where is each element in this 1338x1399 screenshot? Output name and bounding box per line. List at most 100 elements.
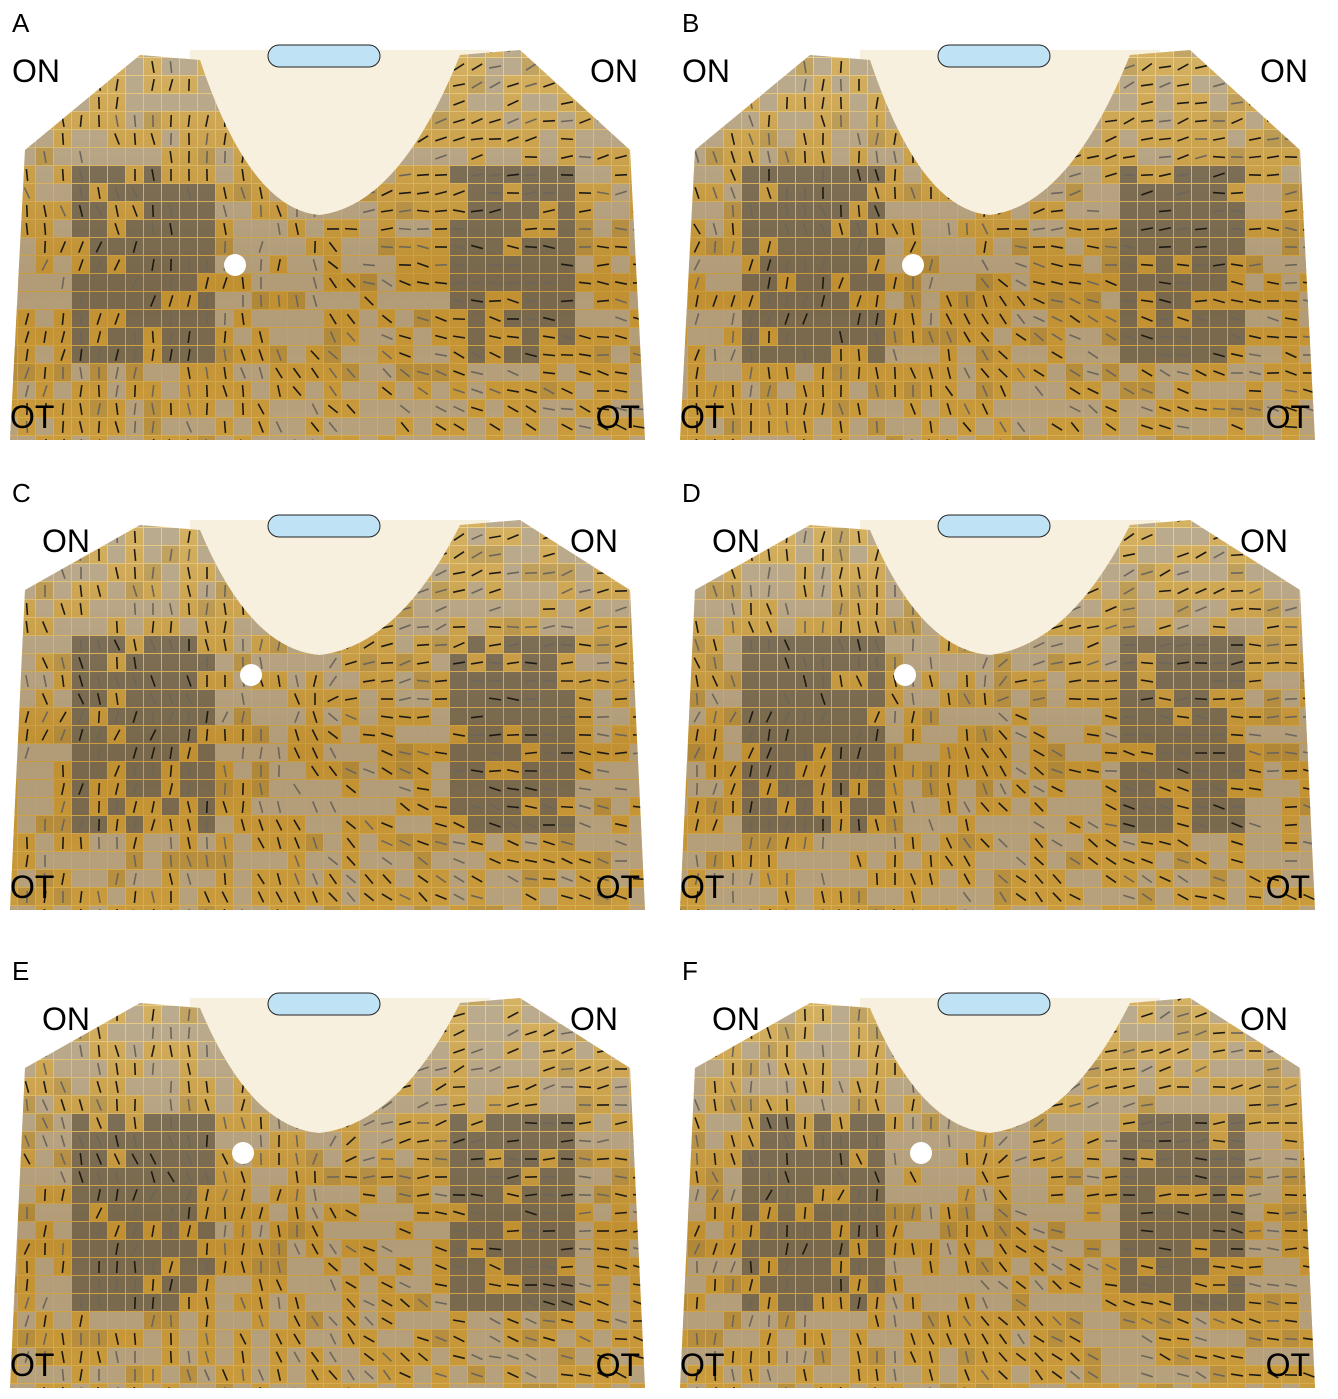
cell <box>558 58 575 75</box>
fiber-dash <box>714 241 715 253</box>
fiber-dash <box>1213 627 1225 628</box>
cell <box>522 436 539 453</box>
cell <box>630 528 647 545</box>
cell <box>1318 400 1335 417</box>
cell <box>630 382 647 399</box>
cell <box>126 94 143 111</box>
cell <box>540 654 557 671</box>
cell <box>612 762 629 779</box>
fiber-dash <box>597 645 609 646</box>
cell <box>486 364 503 381</box>
cell <box>648 852 665 869</box>
cell <box>36 636 53 653</box>
fiber-dash <box>225 873 226 885</box>
cell <box>468 94 485 111</box>
cell <box>180 58 197 75</box>
cell <box>576 94 593 111</box>
cell <box>630 292 647 309</box>
cell <box>706 94 723 111</box>
cell <box>108 510 125 527</box>
fiber-dash <box>841 621 842 633</box>
fiber-dash <box>984 675 985 687</box>
cell <box>558 600 575 617</box>
fiber-dash <box>859 367 860 379</box>
cell <box>1120 346 1137 363</box>
cell <box>486 834 503 851</box>
fiber-dash <box>562 912 572 919</box>
cell <box>504 888 521 905</box>
cell <box>670 528 687 545</box>
fiber-dash <box>135 513 136 525</box>
cell <box>630 726 647 743</box>
cell <box>958 654 975 671</box>
fiber-dash <box>677 133 681 144</box>
cell <box>688 546 705 563</box>
cell <box>814 600 831 617</box>
cell <box>1210 600 1227 617</box>
fiber-dash <box>561 807 573 808</box>
cell <box>688 202 705 219</box>
cell <box>342 436 359 453</box>
cell <box>688 582 705 599</box>
cell <box>1192 76 1209 93</box>
cell <box>832 292 849 309</box>
cell <box>832 166 849 183</box>
cell <box>522 328 539 345</box>
fiber-dash <box>1214 517 1225 522</box>
cell <box>576 436 593 453</box>
cell <box>108 166 125 183</box>
cell <box>18 762 35 779</box>
fiber-dash <box>1159 337 1171 338</box>
cell <box>1156 184 1173 201</box>
cell <box>1156 94 1173 111</box>
cell <box>396 382 413 399</box>
fiber-dash <box>1303 228 1315 230</box>
cell <box>688 564 705 581</box>
cell <box>648 546 665 563</box>
fiber-dash <box>633 210 645 211</box>
cell <box>796 364 813 381</box>
fiber-dash <box>134 331 135 343</box>
cell <box>558 184 575 201</box>
cell <box>648 654 665 671</box>
cell <box>648 202 665 219</box>
cell <box>360 328 377 345</box>
cell <box>1030 346 1047 363</box>
cell <box>814 418 831 435</box>
cell <box>1138 546 1155 563</box>
cell <box>0 510 17 527</box>
cell <box>1174 238 1191 255</box>
region-label: OT <box>596 869 640 905</box>
cell <box>832 510 849 527</box>
cell <box>414 148 431 165</box>
cell <box>36 780 53 797</box>
cell <box>540 690 557 707</box>
cell <box>144 870 161 887</box>
cell <box>180 94 197 111</box>
fiber-dash <box>489 771 501 772</box>
cell <box>1138 600 1155 617</box>
fiber-dash <box>678 169 680 181</box>
fiber-dash <box>1267 336 1279 337</box>
cell <box>778 166 795 183</box>
cell <box>742 274 759 291</box>
cell <box>90 292 107 309</box>
cell <box>670 582 687 599</box>
cell <box>270 400 287 417</box>
fiber-dash <box>1303 210 1315 212</box>
fiber-dash <box>1231 517 1242 521</box>
cell <box>922 636 939 653</box>
cell <box>342 744 359 761</box>
cell <box>270 708 287 725</box>
cell <box>504 40 521 57</box>
fiber-dash <box>224 909 225 921</box>
cell <box>630 672 647 689</box>
fiber-dash <box>134 43 135 55</box>
cell <box>594 436 611 453</box>
fiber-dash <box>895 169 896 181</box>
cell <box>994 400 1011 417</box>
cell <box>612 130 629 147</box>
cell <box>558 220 575 237</box>
cell <box>1048 364 1065 381</box>
fiber-dash <box>6 730 12 741</box>
